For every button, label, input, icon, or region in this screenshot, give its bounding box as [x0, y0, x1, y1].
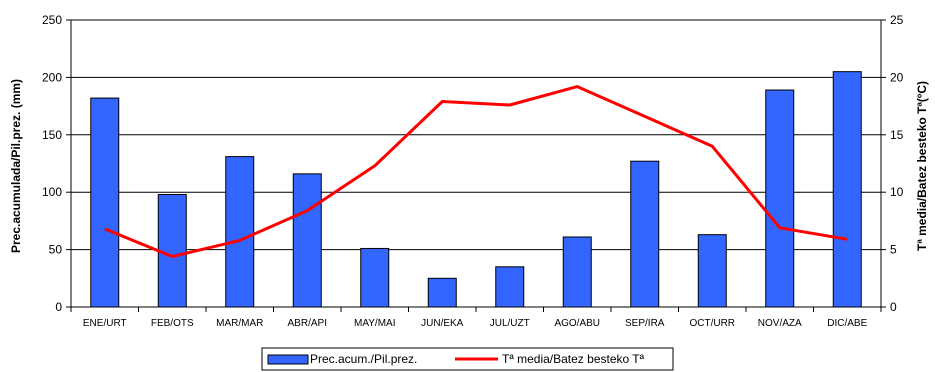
legend-bar-label: Prec.acum./Pil.prez. [310, 352, 417, 366]
right-tick-label: 5 [890, 243, 897, 257]
plot-frame [70, 19, 882, 308]
category-label: JUL/UZT [490, 318, 530, 329]
precipitation-bar [630, 160, 660, 308]
precipitation-bar [427, 277, 457, 308]
left-tick-label: 200 [42, 70, 62, 84]
precipitation-bars [90, 71, 862, 308]
precipitation-bar [225, 156, 255, 308]
left-tick-label: 250 [42, 13, 62, 27]
right-tick-label: 15 [890, 128, 904, 142]
temperature-line-group [104, 85, 848, 258]
precipitation-bar [90, 97, 120, 308]
left-axis-ticks: 0 50 100 150 200 250 [42, 13, 62, 314]
left-tick-label: 150 [42, 128, 62, 142]
right-tick-label: 20 [890, 70, 904, 84]
category-label: OCT/URR [689, 318, 735, 329]
precipitation-bar [495, 266, 525, 308]
category-label: DIC/ABE [827, 318, 867, 329]
right-tick-label: 10 [890, 185, 904, 199]
precipitation-bar [360, 247, 390, 308]
axes [66, 19, 886, 312]
category-label: SEP/IRA [625, 318, 665, 329]
right-tick-label: 0 [890, 300, 897, 314]
left-axis-title: Prec.acumulada/Pil.prez. (mm) [9, 79, 23, 253]
right-tick-label: 25 [890, 13, 904, 27]
right-axis-title: Tª media/Batez besteko Tª(ºC) [915, 81, 929, 251]
precipitation-bar [832, 71, 862, 308]
precipitation-bar [562, 236, 592, 308]
gridlines [71, 19, 881, 308]
category-label: FEB/OTS [151, 318, 194, 329]
category-label: NOV/AZA [758, 318, 802, 329]
legend-bar-swatch [267, 354, 309, 365]
left-tick-label: 0 [55, 300, 62, 314]
category-label: MAR/MAR [216, 318, 263, 329]
left-tick-label: 50 [49, 243, 63, 257]
category-label: MAY/MAI [354, 318, 395, 329]
legend-line-label: Tª media/Batez besteko Tª [502, 352, 645, 366]
left-tick-label: 100 [42, 185, 62, 199]
precipitation-bar [157, 193, 187, 308]
temperature-line [104, 85, 848, 258]
precipitation-bar [765, 89, 795, 308]
right-axis-ticks: 0 5 10 15 20 25 [890, 13, 904, 314]
precipitation-bar [697, 234, 727, 308]
category-label: ENE/URT [83, 318, 127, 329]
legend: Prec.acum./Pil.prez. Tª media/Batez best… [261, 347, 674, 371]
precipitation-bar [292, 173, 322, 308]
category-labels: ENE/URT FEB/OTS MAR/MAR ABR/API MAY/MAI JUN/E… [83, 318, 868, 329]
category-label: ABR/API [288, 318, 327, 329]
category-label: AGO/ABU [554, 318, 600, 329]
category-label: JUN/EKA [421, 318, 464, 329]
